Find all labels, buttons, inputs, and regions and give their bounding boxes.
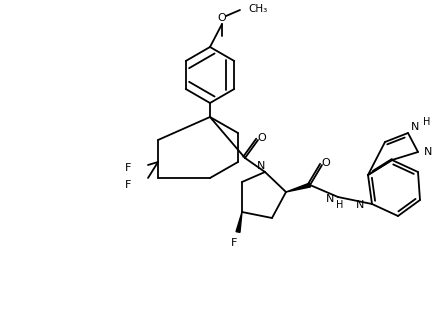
Text: N: N [411, 122, 419, 132]
Text: N: N [356, 200, 364, 210]
Text: F: F [125, 163, 131, 173]
Polygon shape [286, 183, 311, 192]
Text: H: H [423, 117, 431, 127]
Text: F: F [125, 180, 131, 190]
Text: F: F [231, 238, 237, 248]
Text: O: O [257, 133, 266, 143]
Text: CH₃: CH₃ [248, 4, 267, 14]
Text: O: O [322, 158, 330, 168]
Text: N: N [257, 161, 265, 171]
Text: N: N [326, 194, 334, 204]
Text: N: N [424, 147, 432, 157]
Text: O: O [218, 13, 226, 23]
Polygon shape [236, 212, 242, 232]
Text: H: H [336, 200, 344, 210]
